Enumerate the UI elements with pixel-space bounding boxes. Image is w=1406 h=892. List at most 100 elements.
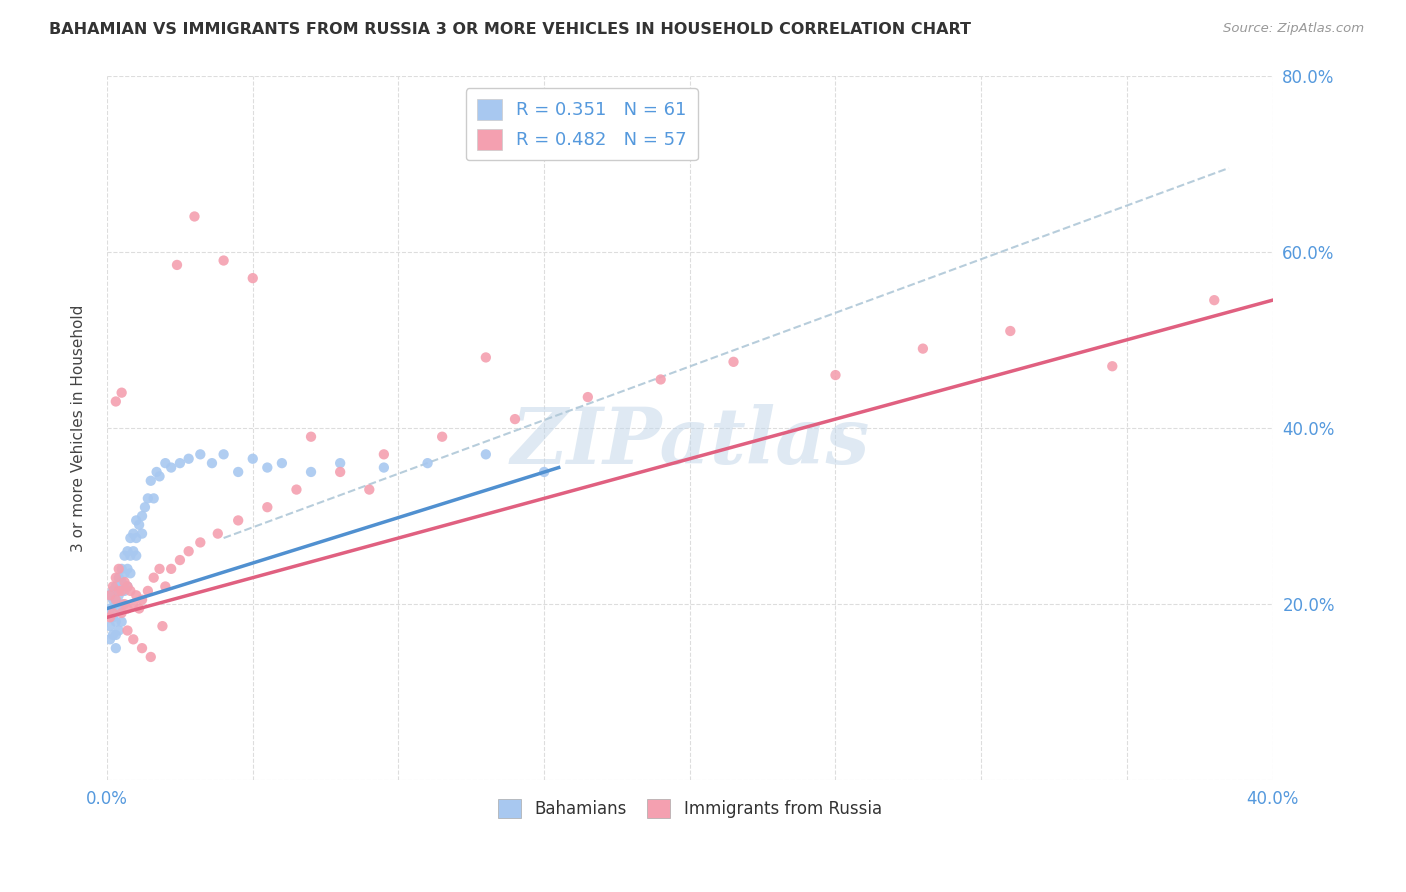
Point (120, 531, 142, 545)
Point (104, 641, 127, 656)
Point (111, 615, 134, 629)
Text: Source: ZipAtlas.com: Source: ZipAtlas.com (1223, 22, 1364, 36)
Point (650, 372, 672, 386)
Point (111, 583, 134, 598)
Point (101, 606, 124, 620)
Y-axis label: 3 or more Vehicles in Household: 3 or more Vehicles in Household (72, 304, 86, 551)
Legend: Bahamians, Immigrants from Russia: Bahamians, Immigrants from Russia (491, 792, 889, 825)
Point (128, 517, 150, 532)
Point (155, 579, 177, 593)
Point (226, 465, 249, 479)
Point (212, 253, 235, 268)
Point (107, 562, 129, 576)
Point (373, 447, 395, 461)
Point (111, 562, 134, 576)
Point (503, 412, 526, 426)
Point (107, 588, 129, 602)
Point (139, 474, 162, 488)
Point (136, 491, 159, 506)
Point (111, 385, 134, 400)
Point (104, 592, 127, 607)
Point (125, 531, 148, 545)
Point (285, 483, 308, 497)
Point (117, 562, 139, 576)
Point (270, 456, 292, 470)
Point (107, 601, 129, 615)
Point (128, 601, 150, 615)
Point (183, 210, 205, 224)
Point (101, 592, 124, 607)
Point (136, 583, 159, 598)
Point (134, 500, 156, 515)
Point (723, 355, 745, 369)
Point (104, 597, 127, 611)
Point (120, 549, 142, 563)
Point (98, 588, 121, 602)
Point (131, 526, 153, 541)
Point (104, 615, 127, 629)
Point (101, 579, 124, 593)
Point (169, 553, 191, 567)
Point (148, 469, 170, 483)
Point (155, 456, 177, 470)
Point (824, 368, 846, 382)
Point (114, 597, 136, 611)
Point (117, 624, 139, 638)
Point (122, 632, 145, 647)
Point (107, 583, 129, 598)
Point (226, 513, 249, 527)
Point (188, 447, 211, 461)
Point (373, 460, 395, 475)
Point (104, 571, 127, 585)
Point (416, 456, 439, 470)
Text: BAHAMIAN VS IMMIGRANTS FROM RUSSIA 3 OR MORE VEHICLES IN HOUSEHOLD CORRELATION C: BAHAMIAN VS IMMIGRANTS FROM RUSSIA 3 OR … (49, 22, 972, 37)
Point (104, 579, 127, 593)
Point (911, 342, 934, 356)
Point (117, 579, 139, 593)
Point (111, 597, 134, 611)
Point (256, 460, 278, 475)
Point (98, 610, 121, 624)
Point (299, 430, 322, 444)
Point (299, 465, 322, 479)
Point (114, 566, 136, 581)
Point (122, 597, 145, 611)
Point (242, 451, 264, 466)
Point (329, 456, 352, 470)
Point (475, 447, 498, 461)
Point (142, 571, 165, 585)
Point (329, 465, 352, 479)
Point (117, 601, 139, 615)
Point (117, 544, 139, 558)
Point (131, 592, 153, 607)
Point (139, 650, 162, 665)
Point (242, 271, 264, 285)
Point (107, 624, 129, 638)
Point (166, 258, 188, 272)
Point (430, 430, 453, 444)
Point (101, 583, 124, 598)
Point (188, 535, 211, 549)
Point (576, 390, 599, 404)
Point (125, 513, 148, 527)
Point (256, 500, 278, 515)
Point (359, 483, 381, 497)
Point (117, 579, 139, 593)
Point (177, 451, 200, 466)
Point (212, 447, 235, 461)
Point (145, 465, 167, 479)
Point (533, 465, 555, 479)
Point (125, 549, 148, 563)
Point (107, 571, 129, 585)
Point (201, 456, 224, 470)
Point (131, 508, 153, 523)
Point (101, 628, 124, 642)
Text: ZIPatlas: ZIPatlas (510, 404, 869, 480)
Point (114, 575, 136, 590)
Point (104, 628, 127, 642)
Point (152, 619, 174, 633)
Point (111, 606, 134, 620)
Point (98, 632, 121, 647)
Point (104, 394, 127, 409)
Point (177, 544, 200, 558)
